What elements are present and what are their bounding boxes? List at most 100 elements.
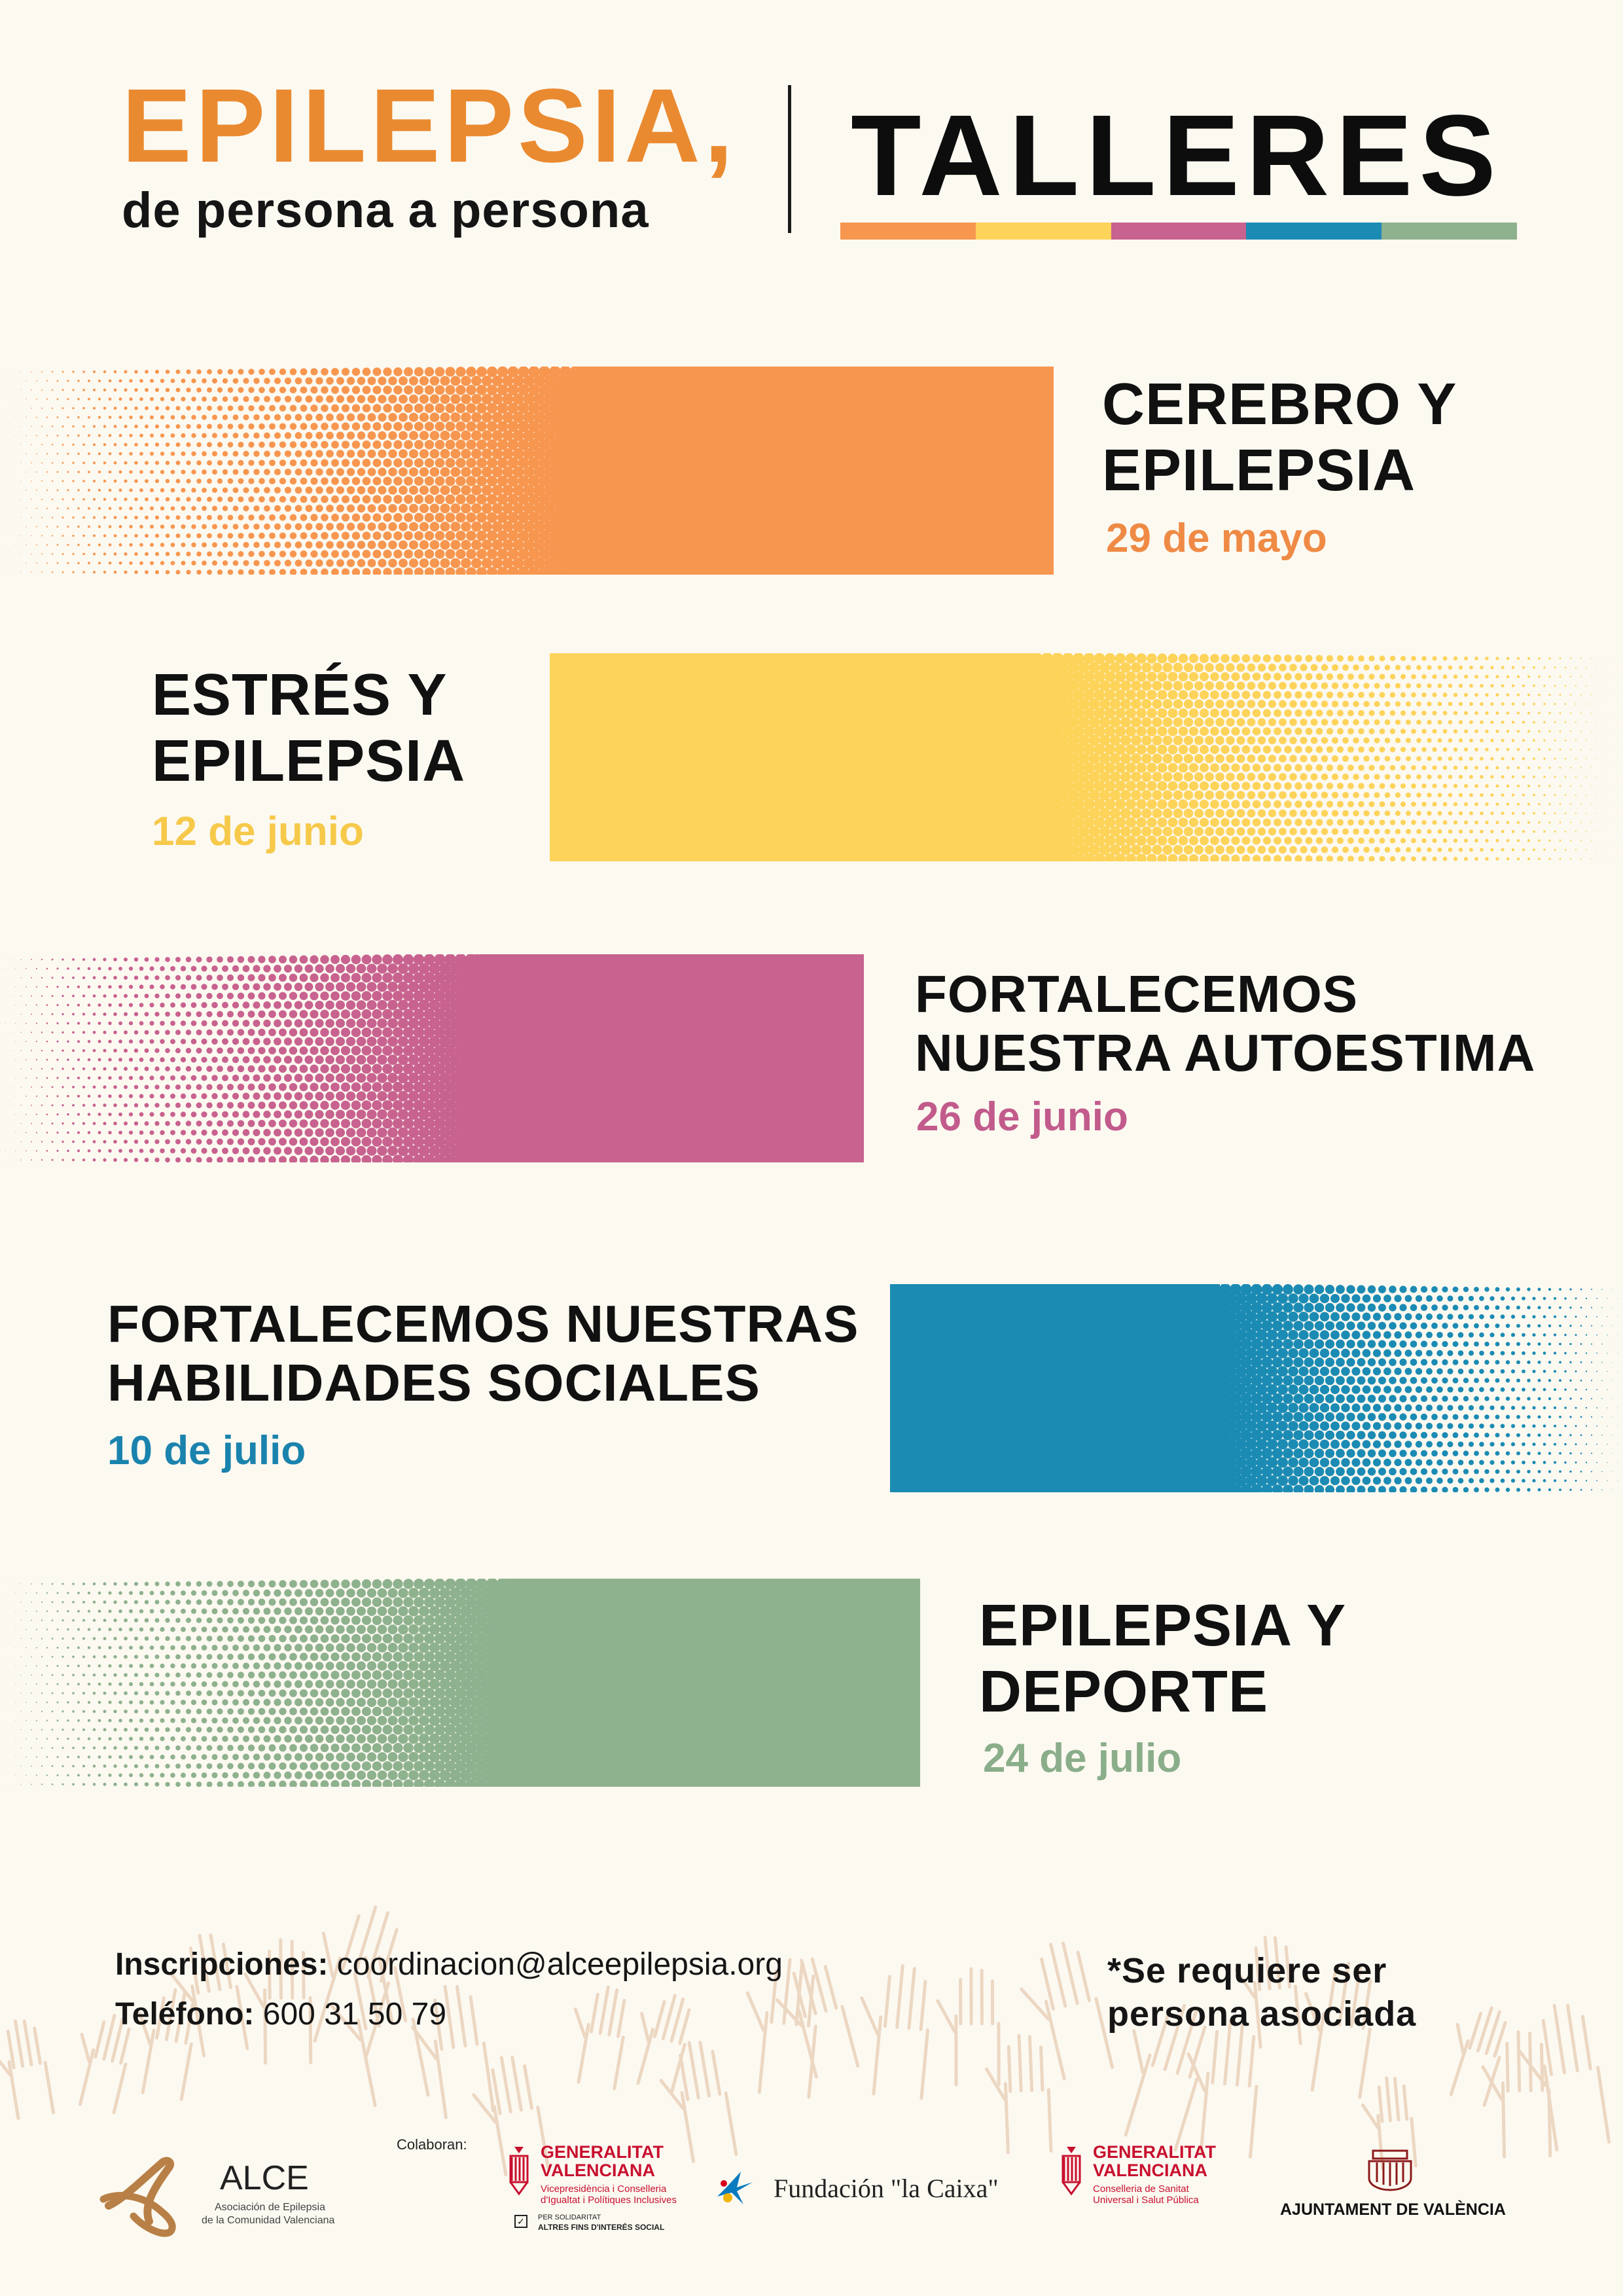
inscripciones-label: Inscripciones:	[115, 1947, 329, 1982]
band-solid-fill	[506, 1579, 920, 1787]
halftone-dots	[1020, 653, 1623, 861]
workshop-band-4	[890, 1284, 1623, 1492]
solidaritat-line1: PER SOLIDARITAT	[538, 2214, 601, 2221]
telefono-label: Teléfono:	[115, 1997, 255, 2032]
generalitat-logo-sanitat: GENERALITAT VALENCIANA Conselleria de Sa…	[1060, 2142, 1250, 2233]
alce-desc-1: Asociación de Epilepsia	[215, 2202, 325, 2213]
telefono-value[interactable]: 600 31 50 79	[262, 1997, 447, 2032]
workshop-date-5: 24 de julio	[983, 1736, 1182, 1781]
band-solid-fill	[890, 1284, 1220, 1492]
band-solid-fill	[550, 653, 1033, 861]
generalitat-crest-icon	[1061, 2147, 1081, 2196]
gv2-dept2: Universal i Salut Pública	[1093, 2195, 1199, 2206]
workshop-date-3: 26 de junio	[916, 1094, 1128, 1139]
hand-outline	[860, 1964, 930, 2100]
colaboran-label: Colaboran:	[397, 2136, 467, 2153]
workshop-title-line: HABILIDADES SOCIALES	[107, 1353, 760, 1412]
gv1-line2: VALENCIANA	[541, 2161, 655, 2180]
color-stripe-segment	[975, 223, 1111, 240]
valencia-crest-icon	[1368, 2149, 1412, 2191]
caixa-text: Fundación "la Caixa"	[774, 2174, 999, 2203]
color-stripe-segment	[1111, 223, 1247, 240]
halftone-dots	[0, 367, 593, 575]
alce-name: ALCE	[220, 2159, 309, 2197]
workshop-title-line: EPILEPSIA	[152, 728, 466, 794]
gv2-line1: GENERALITAT	[1093, 2142, 1216, 2162]
workshop-band-2	[550, 653, 1623, 861]
email-link[interactable]: coordinacion@alceepilepsia.org	[336, 1947, 783, 1982]
hand-outline	[0, 2019, 56, 2121]
band-solid-fill	[579, 367, 1054, 575]
header-title: EPILEPSIA,	[122, 67, 738, 184]
workshop-date-2: 12 de junio	[152, 809, 364, 854]
hand-outline	[1481, 2030, 1552, 2159]
hand-outline	[573, 1985, 626, 2090]
hand-outline	[243, 1938, 313, 2065]
gv1-line1: GENERALITAT	[541, 2142, 664, 2162]
hand-outline	[169, 1933, 249, 2058]
ajuntament-valencia-logo: AJUNTAMENT DE VALÈNCIA	[1271, 2147, 1507, 2225]
membership-note: *Se requiere ser persona asociada	[1107, 1949, 1416, 2036]
hand-outline	[1304, 1962, 1372, 2099]
workshop-title-5: EPILEPSIA Y DEPORTE	[979, 1593, 1346, 1725]
hand-outline	[1449, 2006, 1507, 2107]
workshop-date-4: 10 de julio	[107, 1428, 306, 1473]
color-stripe-segment	[1246, 223, 1382, 240]
workshop-title-line: ESTRÉS Y	[152, 662, 448, 728]
header-divider	[788, 85, 791, 233]
hand-outline	[1020, 1941, 1115, 2081]
gv2-line2: VALENCIANA	[1093, 2161, 1207, 2180]
hand-outline	[472, 2055, 550, 2177]
generalitat-logo-igualtat: GENERALITAT VALENCIANA Vicepresidència i…	[508, 2142, 704, 2233]
caixa-star-icon	[717, 2172, 753, 2204]
workshop-band-3	[0, 954, 864, 1162]
note-line: *Se requiere ser	[1107, 1951, 1387, 1990]
ajuntament-text: AJUNTAMENT DE VALÈNCIA	[1280, 2200, 1506, 2219]
alce-logo: ALCE Asociación de Epilepsia de la Comun…	[97, 2153, 372, 2238]
hand-outline	[411, 1984, 495, 2119]
color-stripe	[840, 223, 1517, 240]
hand-outline	[1361, 2076, 1418, 2171]
band-solid-fill	[475, 954, 864, 1162]
workshop-title-1: CEREBRO Y EPILEPSIA	[1102, 372, 1457, 504]
raised-hands-illustration	[0, 1905, 1611, 2177]
workshop-title-4: FORTALECEMOS NUESTRAS HABILIDADES SOCIAL…	[107, 1295, 859, 1412]
workshop-title-line: CEREBRO Y	[1102, 372, 1457, 437]
hand-outline	[984, 2034, 1053, 2155]
hand-outline	[1186, 2018, 1258, 2159]
workshop-date-1: 29 de mayo	[1106, 516, 1327, 561]
hand-outline	[79, 2014, 131, 2115]
header-label: TALLERES	[851, 92, 1503, 220]
header-subtitle: de persona a persona	[122, 183, 649, 238]
hand-outline	[775, 1957, 860, 2079]
gv2-dept1: Conselleria de Sanitat	[1093, 2183, 1189, 2195]
workshop-title-line: DEPORTE	[979, 1659, 1269, 1725]
gv1-dept2: d'Igualtat i Polítiques Inclusives	[541, 2195, 677, 2206]
halftone-dots	[1208, 1284, 1623, 1492]
workshop-title-line: NUESTRA AUTOESTIMA	[915, 1023, 1536, 1082]
workshop-band-5	[0, 1579, 920, 1787]
hand-outline	[659, 2041, 738, 2163]
workshop-title-line: FORTALECEMOS NUESTRAS	[107, 1295, 859, 1353]
halftone-dots	[0, 954, 488, 1162]
workshop-title-line: EPILEPSIA	[1102, 437, 1416, 503]
workshop-title-line: FORTALECEMOS	[915, 965, 1359, 1023]
hand-outline	[1234, 1935, 1302, 2049]
contact-info: Inscripciones: coordinacion@alceepilepsi…	[115, 1940, 783, 2039]
halftone-dots	[0, 1579, 520, 1787]
alce-desc-2: de la Comunidad Valenciana	[202, 2215, 335, 2226]
alce-logo-icon	[99, 2157, 176, 2237]
workshop-title-line: EPILEPSIA Y	[979, 1593, 1347, 1659]
inscripciones-line: Inscripciones: coordinacion@alceepilepsi…	[115, 1940, 783, 1990]
note-line: persona asociada	[1107, 1994, 1417, 2034]
generalitat-crest-icon	[509, 2147, 529, 2196]
workshop-title-3: FORTALECEMOS NUESTRA AUTOESTIMA	[915, 965, 1535, 1082]
color-stripe-segment	[1382, 223, 1517, 240]
solidaritat-line2: ALTRES FINS D'INTERÉS SOCIAL	[538, 2223, 665, 2232]
color-stripe-segment	[840, 223, 976, 240]
gv1-dept1: Vicepresidència i Conselleria	[541, 2183, 667, 2195]
solidaritat-check-icon: ✓	[514, 2215, 527, 2228]
hand-outline	[313, 1905, 399, 2058]
hand-outline	[1124, 2003, 1207, 2152]
hand-outline	[138, 1988, 194, 2101]
